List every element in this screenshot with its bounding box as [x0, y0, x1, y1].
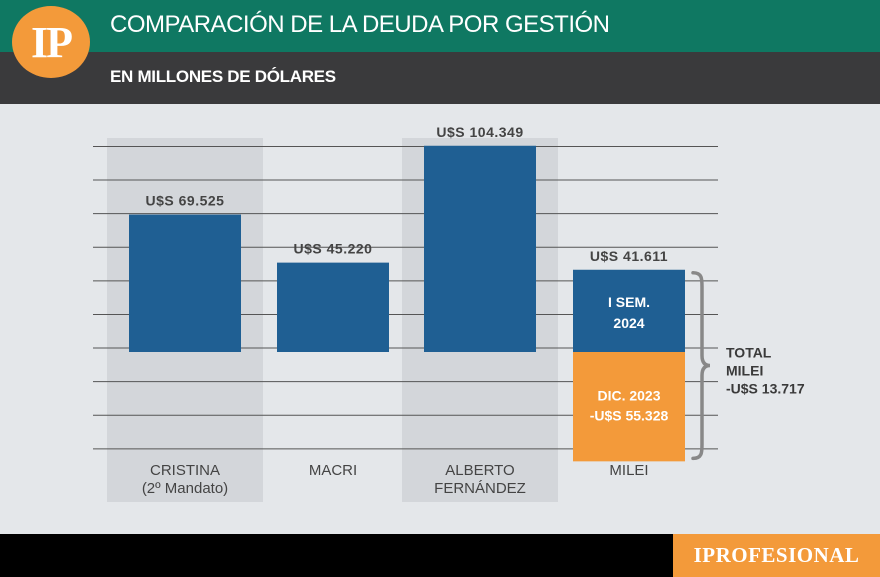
value-label: U$S 41.611: [590, 248, 668, 264]
bar: [573, 269, 685, 352]
bars: [129, 145, 711, 462]
ip-logo: IP: [12, 6, 90, 78]
total-annotation: -U$S 13.717: [726, 381, 805, 397]
category-label: CRISTINA: [150, 462, 220, 479]
chart-subtitle: EN MILLONES DE DÓLARES: [110, 67, 336, 86]
category-label: FERNÁNDEZ: [434, 480, 526, 497]
bar-chart: U$S 69.525 U$S 45.220 U$S 104.349 U$S 41.61…: [93, 124, 805, 502]
brand-logo: IPROFESIONAL: [673, 534, 880, 577]
labels: U$S 69.525 U$S 45.220 U$S 104.349 U$S 41.61…: [142, 124, 805, 497]
category-label: (2º Mandato): [142, 480, 228, 497]
category-label: MACRI: [309, 462, 357, 479]
segment-label: DIC. 2023: [597, 388, 660, 404]
total-annotation: TOTAL: [726, 345, 772, 361]
segment-label: 2024: [613, 315, 644, 331]
value-label: U$S 69.525: [146, 193, 225, 209]
bar: [277, 262, 389, 352]
header-bar: [0, 0, 880, 52]
value-label: U$S 104.349: [436, 124, 523, 140]
total-annotation: MILEI: [726, 363, 763, 379]
bar: [424, 145, 536, 352]
bar-negative: [573, 352, 685, 462]
total-brace: [691, 271, 711, 461]
category-label: ALBERTO: [445, 462, 514, 479]
segment-label: I SEM.: [608, 294, 650, 310]
chart-title: COMPARACIÓN DE LA DEUDA POR GESTIÓN: [110, 11, 610, 38]
category-label: MILEI: [609, 462, 648, 479]
subheader-bar: [0, 52, 880, 104]
bar: [129, 214, 241, 352]
segment-label: -U$S 55.328: [590, 408, 669, 424]
value-label: U$S 45.220: [294, 241, 373, 257]
